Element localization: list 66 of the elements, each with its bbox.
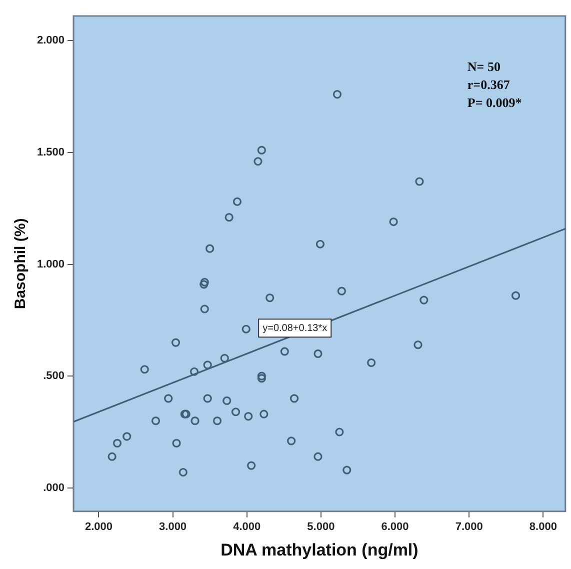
point xyxy=(247,461,256,470)
x-axis-title: DNA mathylation (ng/ml) xyxy=(220,540,418,560)
x-tick-label: 5.000 xyxy=(307,521,335,534)
point xyxy=(316,240,325,248)
point xyxy=(242,324,250,334)
point xyxy=(511,291,520,300)
point xyxy=(164,394,173,403)
annotation: r=0.367 xyxy=(467,76,510,92)
y-tick-label: 1.000 xyxy=(36,258,65,270)
annotation: y=0.08+0.13*x xyxy=(262,322,328,334)
y-axis-title: Basophil (%) xyxy=(12,218,30,310)
point xyxy=(332,90,342,99)
point xyxy=(190,416,200,426)
point xyxy=(314,349,322,358)
annotation: N= 50 xyxy=(467,58,500,74)
point xyxy=(222,396,232,405)
x-tick-label: 4.000 xyxy=(233,521,261,534)
point xyxy=(314,452,322,461)
point xyxy=(200,278,209,286)
point xyxy=(266,294,274,302)
point xyxy=(212,416,222,426)
x-tick-label: 6.000 xyxy=(381,521,409,534)
point xyxy=(414,340,422,350)
y-tick-label: 1.500 xyxy=(36,146,65,158)
point xyxy=(287,436,296,446)
point xyxy=(389,217,398,226)
point xyxy=(232,197,242,206)
point xyxy=(260,410,268,418)
point xyxy=(151,416,160,426)
point xyxy=(108,452,116,461)
point xyxy=(254,157,262,166)
point xyxy=(257,372,266,380)
annotation: P= 0.009* xyxy=(467,94,522,110)
point xyxy=(367,358,376,367)
point xyxy=(140,365,149,374)
point xyxy=(200,304,209,314)
point xyxy=(206,244,214,253)
x-tick-label: 7.000 xyxy=(455,521,483,534)
point xyxy=(244,412,253,421)
point xyxy=(280,347,289,356)
point xyxy=(337,286,346,296)
y-tick-label: 2.000 xyxy=(36,34,65,47)
point xyxy=(342,466,352,474)
point xyxy=(257,146,266,154)
y-tick-label: .000 xyxy=(43,482,65,494)
point xyxy=(122,432,132,441)
x-tick-label: 2.000 xyxy=(84,521,112,534)
point xyxy=(335,428,344,436)
point xyxy=(172,438,181,448)
x-tick-label: 8.000 xyxy=(529,521,557,534)
point xyxy=(200,280,208,289)
y-tick-label: .500 xyxy=(43,370,65,382)
point xyxy=(220,354,229,362)
point xyxy=(178,468,188,477)
point xyxy=(224,212,234,222)
point xyxy=(112,438,122,448)
point xyxy=(203,394,212,403)
point xyxy=(171,338,180,347)
point xyxy=(190,367,199,376)
point xyxy=(290,394,299,403)
point xyxy=(231,408,240,416)
point xyxy=(420,296,428,304)
point xyxy=(257,374,266,383)
point xyxy=(203,360,212,370)
point xyxy=(415,177,424,186)
x-tick-label: 3.000 xyxy=(159,521,187,534)
